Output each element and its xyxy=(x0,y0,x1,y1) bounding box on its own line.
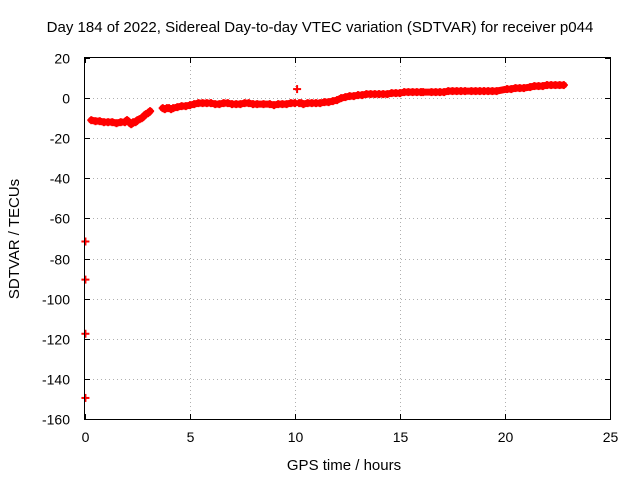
x-tick-label: 10 xyxy=(288,429,304,445)
data-point xyxy=(81,275,90,284)
y-tick-label: -40 xyxy=(50,171,70,187)
x-tick-label: 15 xyxy=(393,429,409,445)
y-tick-label: -120 xyxy=(42,332,70,348)
y-tick-label: -60 xyxy=(50,211,70,227)
y-tick-label: -20 xyxy=(50,131,70,147)
y-axis-label: SDTVAR / TECUs xyxy=(6,179,23,299)
y-tick-label: -80 xyxy=(50,252,70,268)
y-tick-label: 20 xyxy=(54,51,70,67)
data-point xyxy=(81,329,90,338)
x-tick-label: 0 xyxy=(82,429,90,445)
x-tick-label: 20 xyxy=(498,429,514,445)
data-point xyxy=(293,85,302,94)
data-segment xyxy=(144,107,154,117)
data-point xyxy=(81,393,90,402)
y-tick-label: -140 xyxy=(42,372,70,388)
data-point xyxy=(81,237,90,246)
y-tick-label: 0 xyxy=(62,91,70,107)
tick-layer: 20 0 -20 -40 -60 -80 -100 -120 -140 -160 0 5 10 15 20 2… xyxy=(42,51,619,446)
x-tick-label: 5 xyxy=(187,429,195,445)
x-tick-label: 25 xyxy=(603,429,619,445)
plot-frame xyxy=(84,57,611,420)
chart-title: Day 184 of 2022, Sidereal Day-to-day VTE… xyxy=(46,19,594,36)
y-tick-label: -100 xyxy=(42,292,70,308)
x-axis-label: GPS time / hours xyxy=(287,457,401,474)
y-tick-label: -160 xyxy=(42,412,70,428)
data-points xyxy=(81,81,568,402)
grid-layer xyxy=(85,58,610,419)
